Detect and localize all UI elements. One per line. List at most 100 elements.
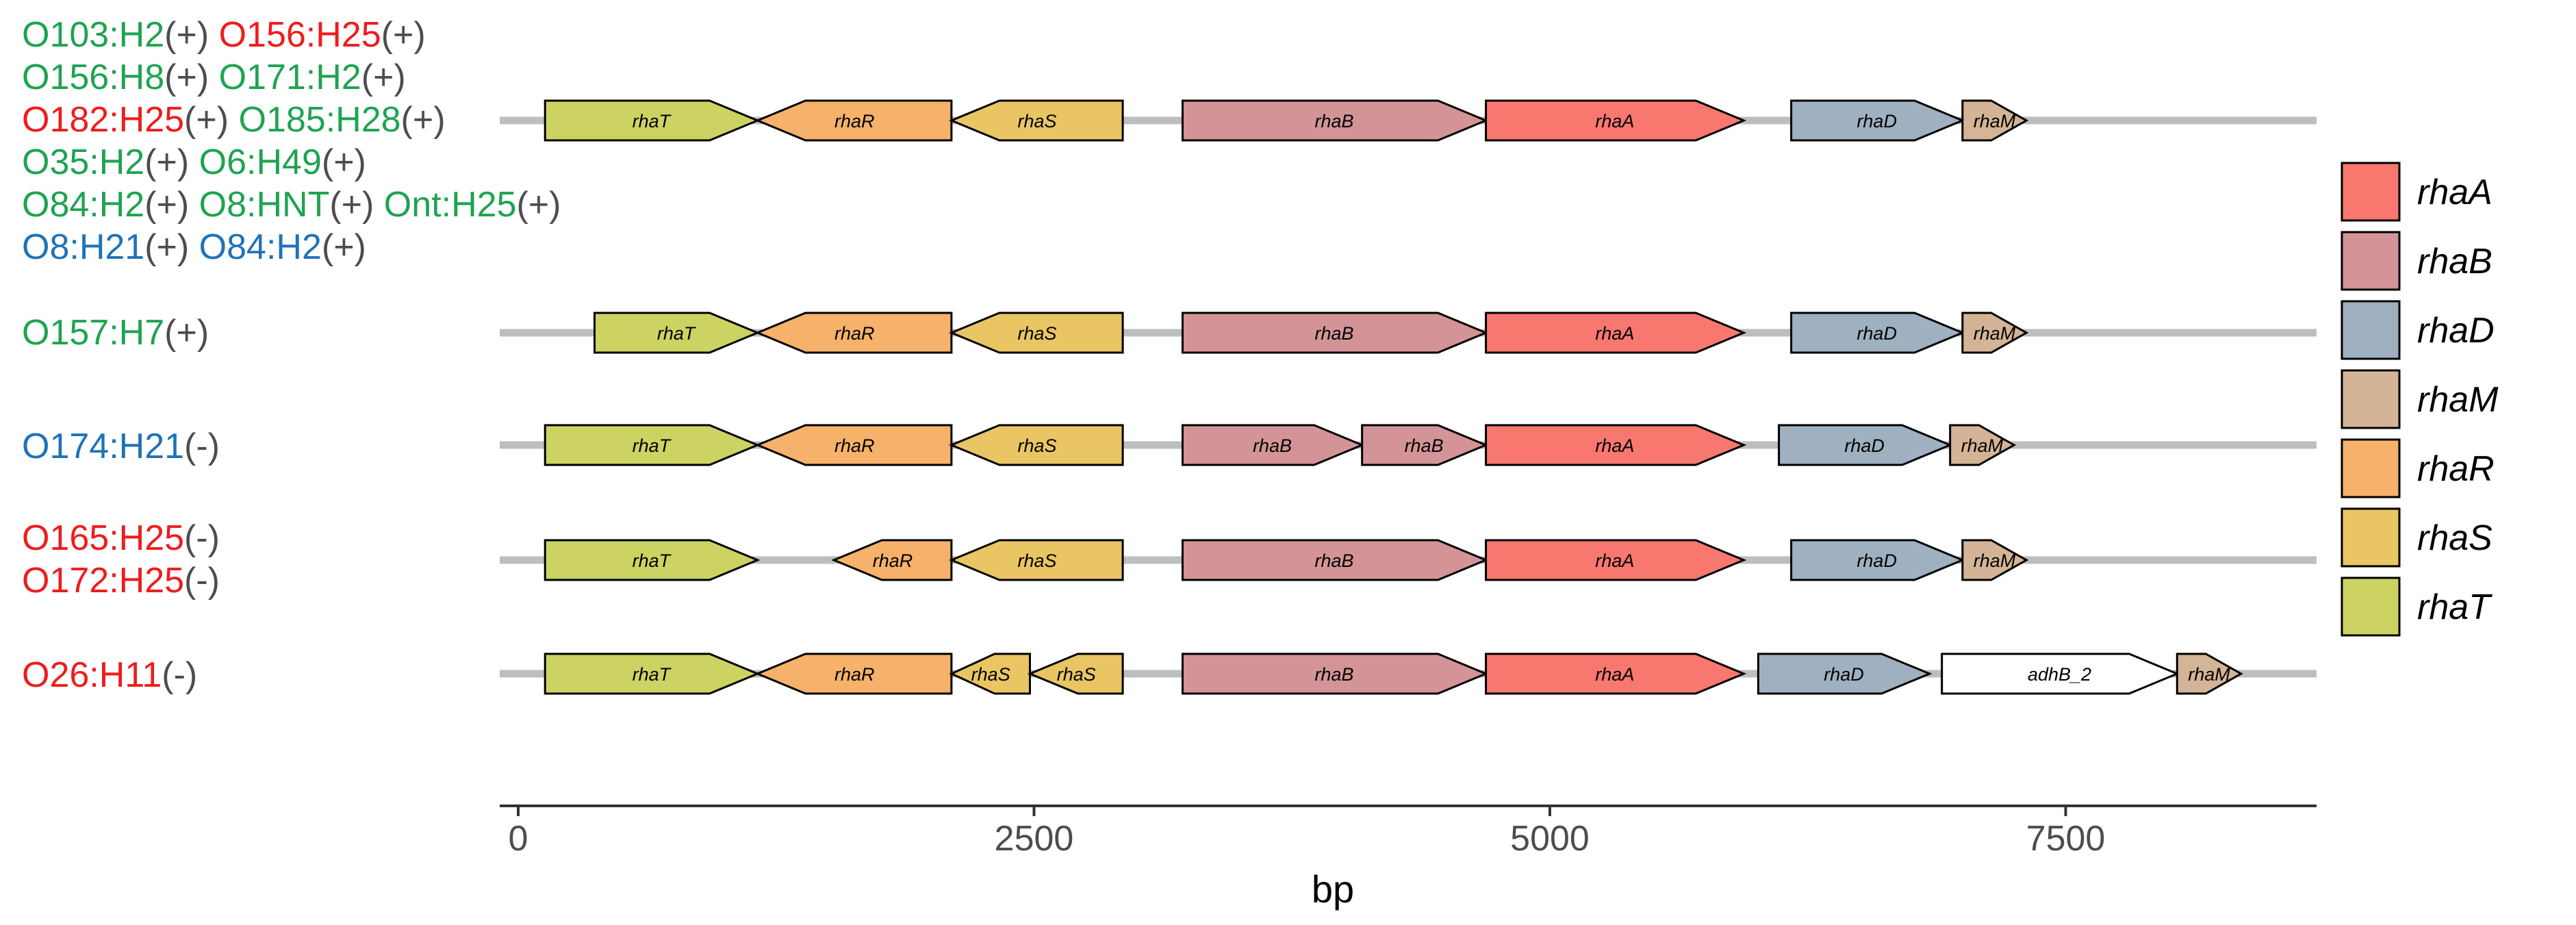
serotype-name: O165:H25 <box>22 518 184 558</box>
legend-label: rhaM <box>2417 380 2499 420</box>
gene-label: rhaT <box>633 550 672 571</box>
gene-label: rhaT <box>633 664 672 685</box>
serotype-sign: (+) <box>184 100 229 140</box>
serotype-name: O172:H25 <box>22 561 184 600</box>
serotype-sign: (-) <box>184 561 220 600</box>
serotype-sign: (+) <box>401 100 446 140</box>
gene-label: rhaB <box>1253 435 1292 456</box>
legend-swatch-rhar <box>2341 438 2401 498</box>
gene-label: rhaM <box>2188 664 2230 685</box>
serotype-label-group: O174:H21(-) <box>22 427 220 466</box>
serotype-label-group: O165:H25(-)O172:H25(-) <box>22 518 220 600</box>
legend-item: rhaA <box>2341 162 2492 222</box>
gene-track: rhaT rhaR rhaS rhaB rhaB rhaA rhaD rhaM <box>500 424 2317 466</box>
gene-arrow-rham <box>1961 99 2029 142</box>
serotype-name: O156:H8 <box>22 58 164 97</box>
x-axis-tick-label: 5000 <box>1510 819 1590 859</box>
serotype-label-row: O35:H2(+) O6:H49(+) <box>22 142 366 182</box>
serotype-sign: (+) <box>322 142 366 182</box>
gene-label: rhaM <box>1974 323 2016 344</box>
legend-swatch-rham <box>2341 369 2401 429</box>
gene-label: rhaD <box>1824 664 1864 685</box>
gene-arrow-rhab <box>1182 652 1489 695</box>
gene-arrow-rhad <box>1778 424 1953 466</box>
gene-label: rhaA <box>1595 111 1634 131</box>
legend-swatch-rhab <box>2341 231 2401 291</box>
serotype-name: Ont:H25 <box>374 185 516 225</box>
serotype-sign: (+) <box>322 227 366 267</box>
gene-arrow-rhaa <box>1485 539 1747 581</box>
legend-label: rhaD <box>2417 311 2495 351</box>
gene-arrow-rham <box>1961 312 2029 354</box>
gene-label: rhaM <box>1961 435 2004 456</box>
serotype-labels: O103:H2(+) O156:H25(+)O156:H8(+) O171:H2… <box>22 15 561 695</box>
gene-arrow-rhab <box>1182 99 1489 142</box>
gene-arrow-rhat <box>544 539 761 581</box>
gene-label: rhaR <box>834 323 875 344</box>
gene-arrow-rhas <box>948 99 1124 142</box>
gene-label: rhaR <box>873 550 913 571</box>
gene-label: rhaS <box>1017 323 1056 344</box>
gene-label: rhaR <box>834 111 875 131</box>
serotype-name: O6:H49 <box>189 142 322 182</box>
serotype-name: O103:H2 <box>22 15 164 55</box>
gene-label: rhaM <box>1974 550 2016 571</box>
gene-arrow-adhb-2 <box>1941 652 2180 695</box>
gene-label: rhaB <box>1314 323 1353 344</box>
gene-arrow-rhad <box>1790 99 1965 142</box>
gene-label: rhaD <box>1844 435 1885 456</box>
serotype-sign: (+) <box>144 185 189 225</box>
legend-label: rhaR <box>2417 449 2495 489</box>
gene-arrow-rhad <box>1790 539 1965 581</box>
gene-arrow-rhar <box>754 652 953 695</box>
gene-arrow-rhat <box>544 652 761 695</box>
serotype-name: O26:H11 <box>22 655 162 695</box>
gene-label: rhaS <box>1017 550 1056 571</box>
gene-arrow-rhas <box>948 424 1124 466</box>
gene-arrow-rhab <box>1182 424 1365 466</box>
gene-arrow-rhar <box>831 539 953 581</box>
gene-label: rhaA <box>1595 323 1634 344</box>
legend-swatch-rhaa <box>2341 162 2401 222</box>
serotype-sign: (+) <box>164 58 209 97</box>
serotype-sign: (+) <box>329 185 374 225</box>
gene-arrow-rhar <box>754 424 953 466</box>
serotype-name: O84:H2 <box>189 227 322 267</box>
gene-arrow-rhad <box>1790 312 1965 354</box>
x-axis: 0 2500 5000 7500 bp <box>500 804 2317 911</box>
gene-label: rhaA <box>1595 435 1634 456</box>
legend-item: rhaS <box>2341 507 2492 568</box>
serotype-name: O182:H25 <box>22 100 184 140</box>
serotype-name: O8:H21 <box>22 227 144 267</box>
serotype-label-row: O182:H25(+) O185:H28(+) <box>22 100 446 140</box>
serotype-label-row: O174:H21(-) <box>22 427 220 466</box>
x-axis-title: bp <box>1312 867 1354 911</box>
gene-arrow-rhat <box>544 99 761 142</box>
gene-label: rhaS <box>1017 111 1056 131</box>
gene-label: rhaT <box>657 323 697 344</box>
serotype-name: O157:H7 <box>22 313 164 353</box>
gene-track: rhaT rhaR rhaS rhaB rhaA rhaD rhaM <box>500 539 2317 581</box>
gene-label: rhaA <box>1595 550 1634 571</box>
gene-label: rhaB <box>1405 435 1444 456</box>
serotype-label-group: O26:H11(-) <box>22 655 197 695</box>
serotype-sign: (-) <box>184 518 220 558</box>
serotype-label-row: O165:H25(-) <box>22 518 220 558</box>
x-axis-tick-label: 7500 <box>2026 819 2106 859</box>
gene-arrow-rham <box>1961 539 2029 581</box>
gene-arrow-rhaa <box>1485 99 1747 142</box>
serotype-sign: (+) <box>144 142 189 182</box>
serotype-label-group: O157:H7(+) <box>22 313 209 353</box>
gene-label: rhaT <box>633 111 672 131</box>
gene-label: rhaD <box>1857 550 1897 571</box>
gene-arrow-rham <box>1949 424 2017 466</box>
gene-label: rhaM <box>1974 111 2016 131</box>
gene-arrow-rhaa <box>1485 312 1747 354</box>
gene-arrow-rhab <box>1182 312 1489 354</box>
gene-track: rhaT rhaR rhaS rhaB rhaA rhaD rhaM <box>500 99 2317 142</box>
legend-item: rhaB <box>2341 231 2492 291</box>
serotype-name: O35:H2 <box>22 142 144 182</box>
legend-label: rhaB <box>2417 242 2492 281</box>
legend-item: rhaR <box>2341 438 2495 498</box>
serotype-sign: (+) <box>361 58 406 97</box>
